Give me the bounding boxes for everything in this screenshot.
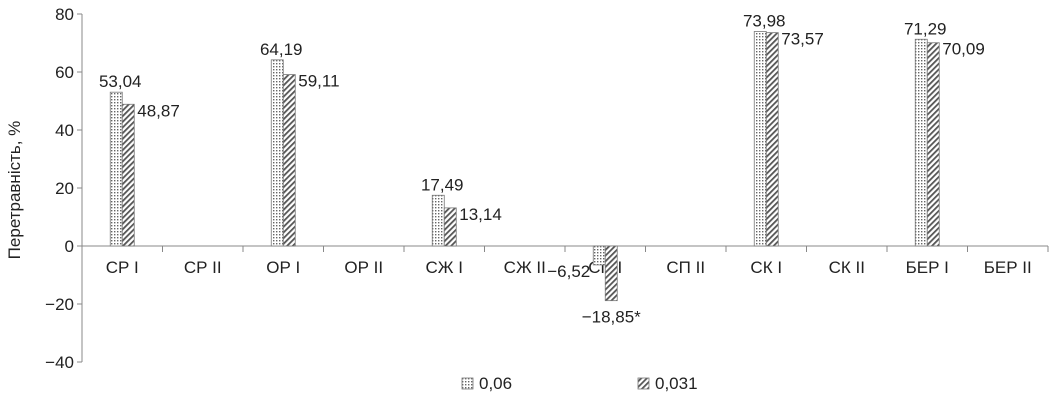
y-tick-label: −40 — [45, 353, 74, 372]
bar — [443, 207, 457, 247]
data-label: 73,98 — [743, 11, 786, 30]
data-label: 64,19 — [260, 40, 303, 59]
data-label: 48,87 — [137, 101, 180, 120]
legend-label: 0,031 — [655, 374, 698, 393]
y-axis: 80 60 40 20 0 −20 −40 — [45, 5, 83, 372]
bar — [121, 103, 135, 247]
bar — [926, 42, 940, 247]
y-tick-label: 0 — [65, 237, 74, 256]
x-tick-label: БЕР II — [984, 258, 1032, 277]
x-tick-label: СП II — [666, 258, 705, 277]
bar — [914, 38, 928, 247]
y-tick-label: 60 — [55, 63, 74, 82]
bar — [270, 59, 284, 247]
y-tick-label: −20 — [45, 295, 74, 314]
bar — [109, 91, 123, 247]
y-tick-label: 80 — [55, 5, 74, 24]
data-label: 70,09 — [942, 40, 985, 59]
data-label: 71,29 — [904, 19, 947, 38]
data-label: −6,52 — [547, 262, 590, 281]
data-label: 17,49 — [421, 175, 464, 194]
data-label: 13,14 — [459, 205, 502, 224]
bar — [592, 245, 606, 266]
x-tick-label: СК I — [750, 258, 782, 277]
bar — [604, 245, 618, 302]
bar — [431, 194, 445, 247]
y-tick-label: 40 — [55, 121, 74, 140]
data-label: −18,85* — [582, 308, 641, 327]
x-tick-label: СЖ I — [426, 258, 463, 277]
data-labels: 53,04 48,87 64,19 59,11 17,49 13,14 −6,52 −18,8… — [99, 11, 985, 326]
y-tick-label: 20 — [55, 179, 74, 198]
x-axis: СР I СР II ОР I ОР II СЖ I СЖ II СП I СП II СК I… — [81, 245, 1049, 277]
x-tick-label: СЖ II — [504, 258, 546, 277]
x-tick-label: СР II — [184, 258, 222, 277]
bar — [282, 74, 296, 247]
x-tick-label: БЕР I — [906, 258, 949, 277]
data-label: 73,57 — [781, 30, 824, 49]
x-tick-label: ОР II — [344, 258, 383, 277]
y-axis-title: Перетравність, % — [5, 121, 24, 260]
data-label: 59,11 — [298, 72, 339, 91]
x-tick-label: СК II — [829, 258, 865, 277]
data-label: 53,04 — [99, 72, 142, 91]
legend-label: 0,06 — [479, 374, 512, 393]
x-tick-label: ОР I — [266, 258, 300, 277]
legend-swatch — [461, 377, 474, 390]
bar — [753, 31, 767, 247]
legend: 0,06 0,031 — [461, 374, 698, 393]
legend-swatch — [637, 377, 650, 390]
x-tick-label: СР I — [106, 258, 139, 277]
bar — [765, 32, 779, 247]
bars — [109, 31, 940, 302]
